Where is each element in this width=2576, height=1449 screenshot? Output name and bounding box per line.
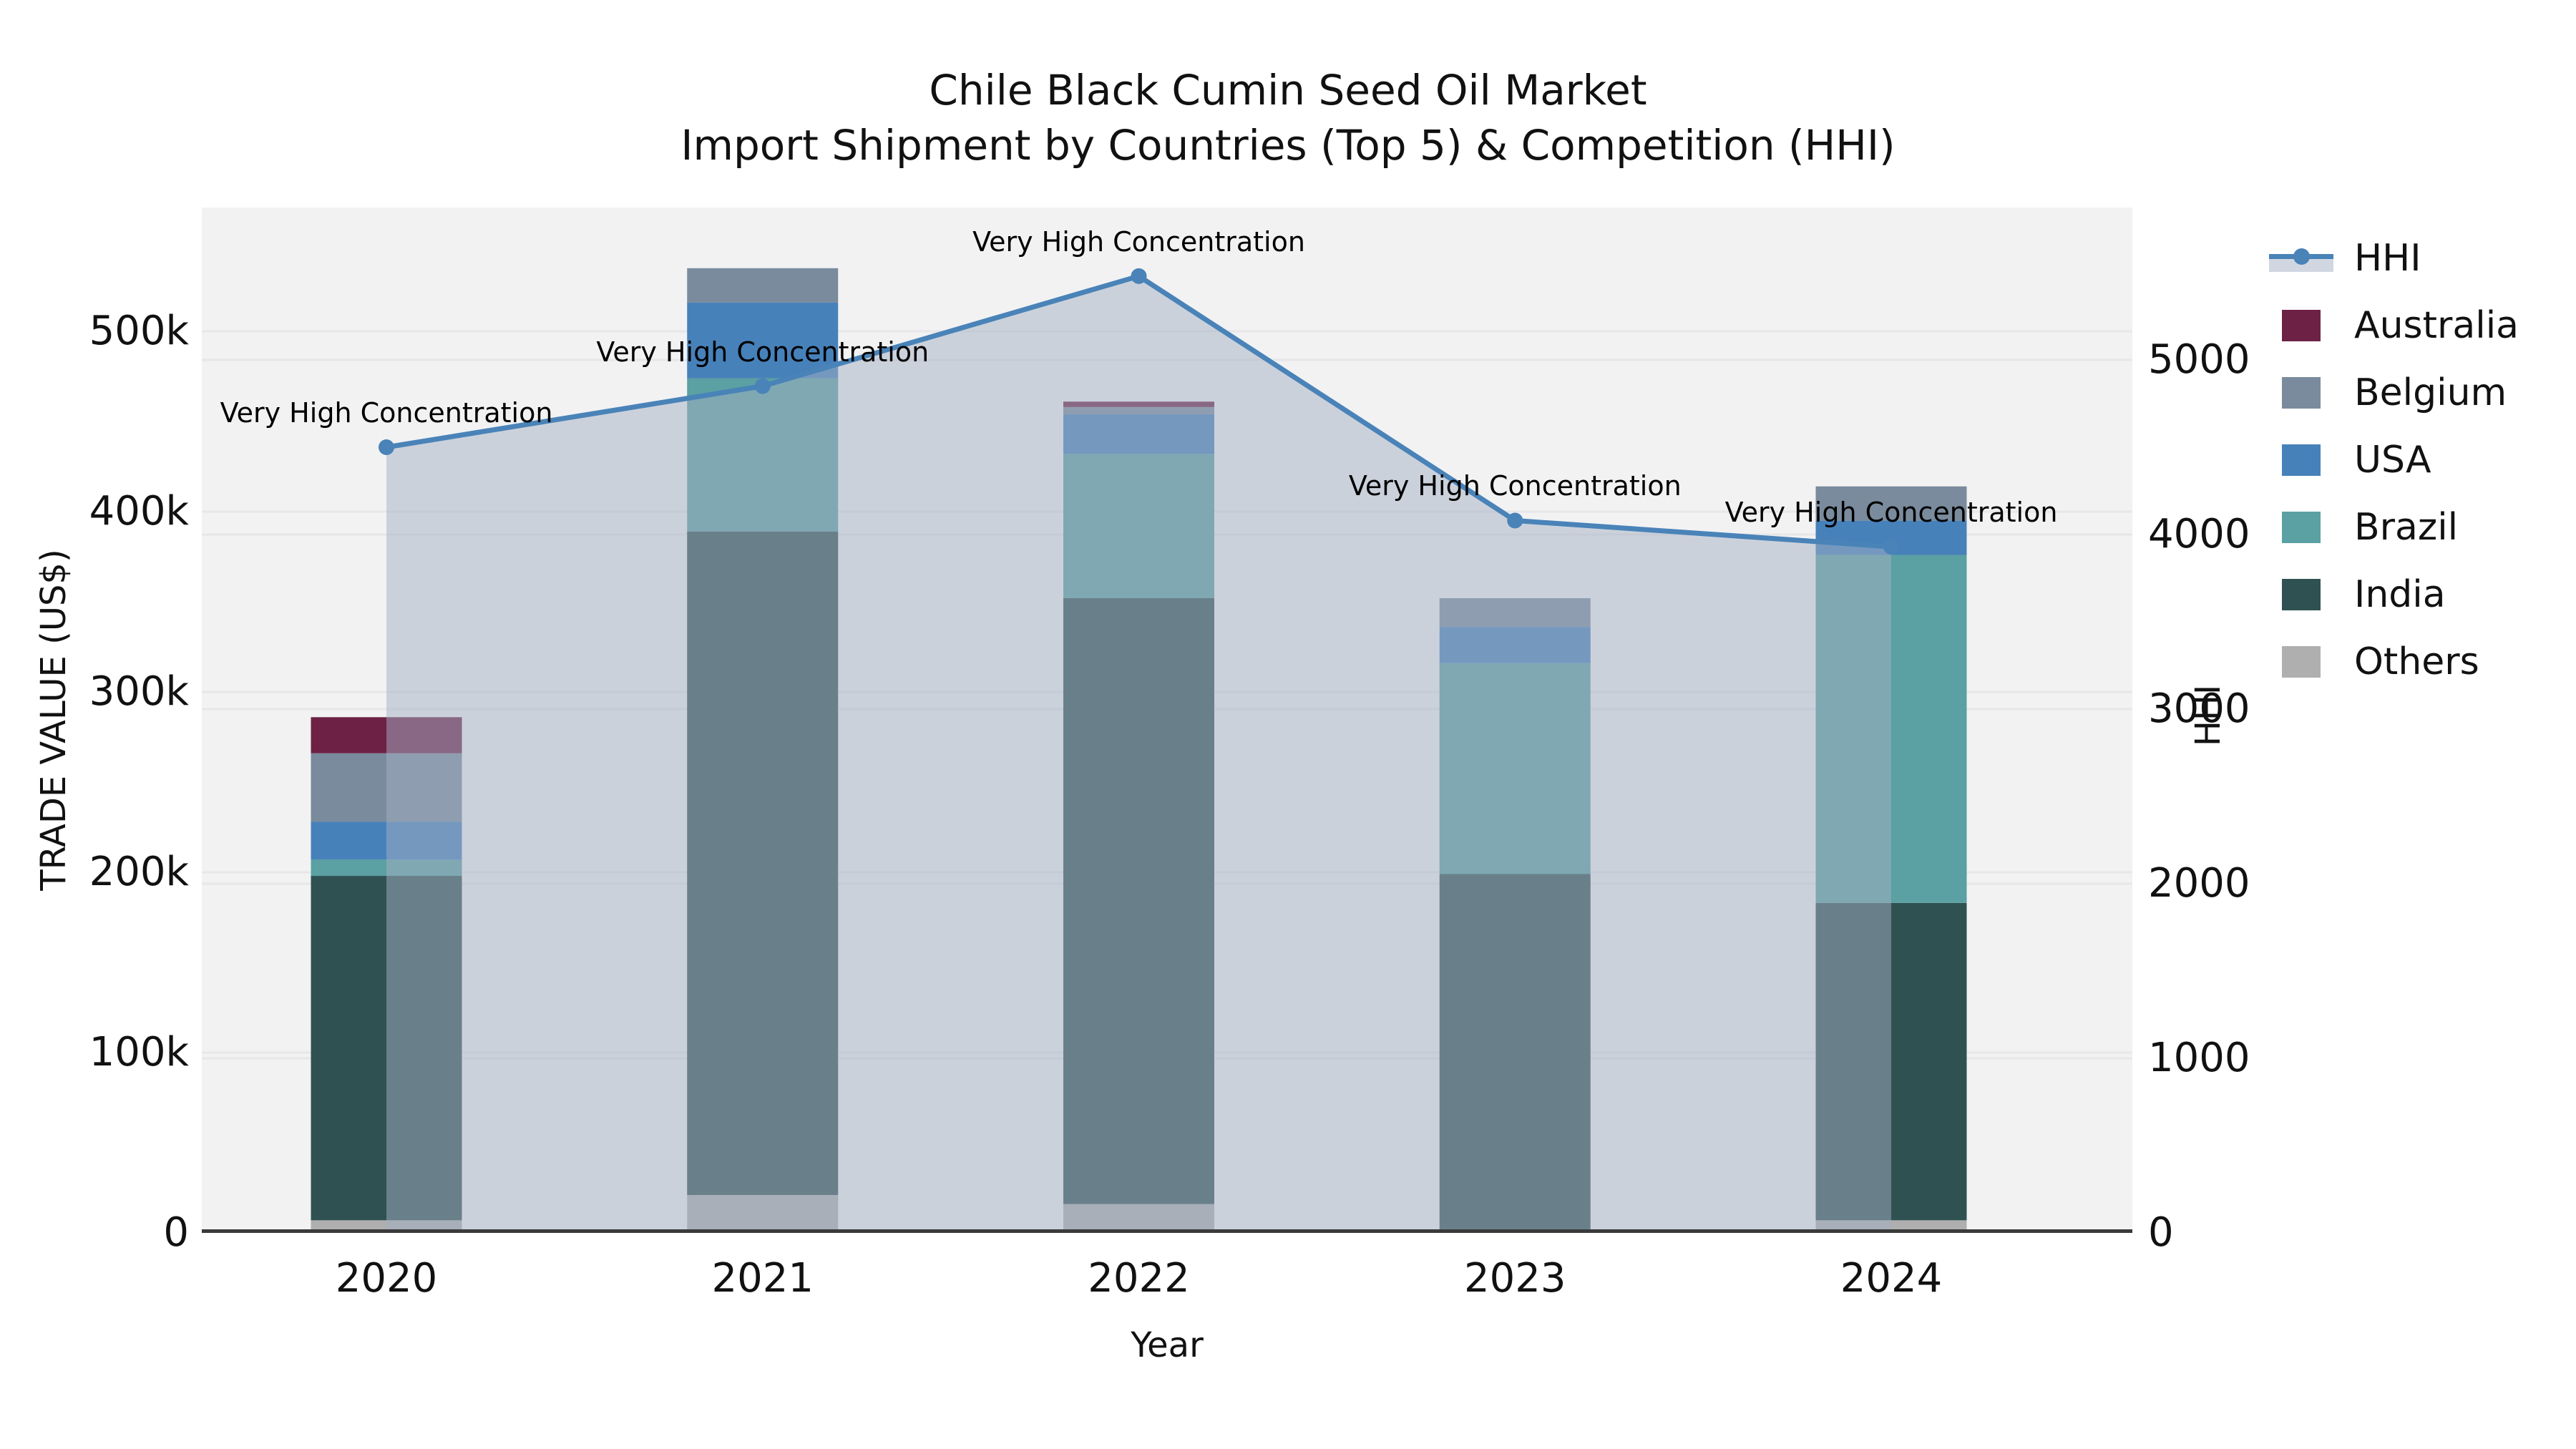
- legend-label: Brazil: [2354, 506, 2459, 549]
- legend-swatch-icon: [2267, 310, 2336, 341]
- bar-segment-belgium-2024: [1815, 486, 1967, 521]
- legend-swatch-icon: [2267, 377, 2336, 409]
- annotation-2024: Very High Concentration: [1724, 497, 2058, 529]
- hhi-marker-2020: [379, 439, 394, 455]
- legend-item-others: Others: [2267, 628, 2519, 696]
- legend-swatch-icon: [2267, 512, 2336, 543]
- legend-label: USA: [2354, 439, 2431, 482]
- plot-area: [202, 208, 2132, 1233]
- legend-label: India: [2354, 573, 2446, 616]
- legend-item-brazil: Brazil: [2267, 494, 2519, 561]
- legend-item-australia: Australia: [2267, 292, 2519, 359]
- hhi-marker-2024: [1883, 539, 1899, 555]
- chart-title: Chile Black Cumin Seed Oil Market Import…: [0, 63, 2576, 172]
- hhi-marker-2021: [754, 378, 771, 394]
- hhi-marker-2022: [1131, 268, 1147, 284]
- x-axis-label: Year: [1131, 1325, 1204, 1365]
- annotation-2023: Very High Concentration: [1348, 470, 1682, 502]
- y-right-tick-2000: 2000: [2148, 860, 2250, 907]
- y-left-tick-300k: 300k: [89, 668, 189, 715]
- legend-swatch-icon: [2267, 646, 2336, 678]
- legend-label: Others: [2354, 640, 2479, 683]
- legend: HHI Australia Belgium USA Brazil India Others: [2267, 225, 2519, 696]
- hhi-area-fill: [386, 275, 1891, 1233]
- y-right-tick-4000: 4000: [2148, 511, 2250, 557]
- x-tick-2024: 2024: [1840, 1255, 1943, 1302]
- annotation-2020: Very High Concentration: [220, 397, 553, 429]
- y-left-tick-0: 0: [163, 1209, 189, 1256]
- legend-item-hhi: HHI: [2267, 225, 2519, 292]
- legend-label: HHI: [2354, 237, 2421, 280]
- y-right-tick-0: 0: [2148, 1209, 2174, 1256]
- chart-title-line2: Import Shipment by Countries (Top 5) & C…: [680, 120, 1896, 170]
- x-tick-2021: 2021: [711, 1255, 814, 1302]
- y-left-axis-label: TRADE VALUE (US$): [34, 549, 74, 891]
- y-left-tick-400k: 400k: [89, 488, 189, 535]
- hhi-marker-2023: [1507, 512, 1523, 529]
- y-left-tick-200k: 200k: [89, 849, 189, 895]
- legend-item-india: India: [2267, 561, 2519, 628]
- legend-line-icon: [2267, 243, 2336, 274]
- legend-swatch-icon: [2267, 444, 2336, 476]
- legend-item-belgium: Belgium: [2267, 359, 2519, 426]
- y-right-tick-3000: 3000: [2148, 686, 2250, 732]
- y-right-tick-5000: 5000: [2148, 336, 2250, 383]
- x-tick-2022: 2022: [1088, 1255, 1190, 1302]
- y-left-tick-100k: 100k: [89, 1029, 189, 1075]
- annotation-2021: Very High Concentration: [596, 336, 930, 368]
- legend-swatch-icon: [2267, 579, 2336, 610]
- legend-label: Australia: [2354, 304, 2519, 347]
- y-right-axis-label: HHI: [2188, 684, 2228, 747]
- annotation-2022: Very High Concentration: [972, 225, 1305, 258]
- bar-segment-usa-2021: [687, 302, 839, 379]
- bar-segment-belgium-2021: [687, 268, 839, 303]
- y-left-tick-500k: 500k: [89, 308, 189, 354]
- x-tick-2020: 2020: [335, 1255, 438, 1302]
- chart-canvas: [202, 268, 2132, 1233]
- x-tick-2023: 2023: [1463, 1255, 1566, 1302]
- chart-title-line1: Chile Black Cumin Seed Oil Market: [929, 66, 1647, 114]
- y-right-tick-1000: 1000: [2148, 1035, 2250, 1081]
- legend-label: Belgium: [2354, 371, 2507, 414]
- legend-item-usa: USA: [2267, 426, 2519, 494]
